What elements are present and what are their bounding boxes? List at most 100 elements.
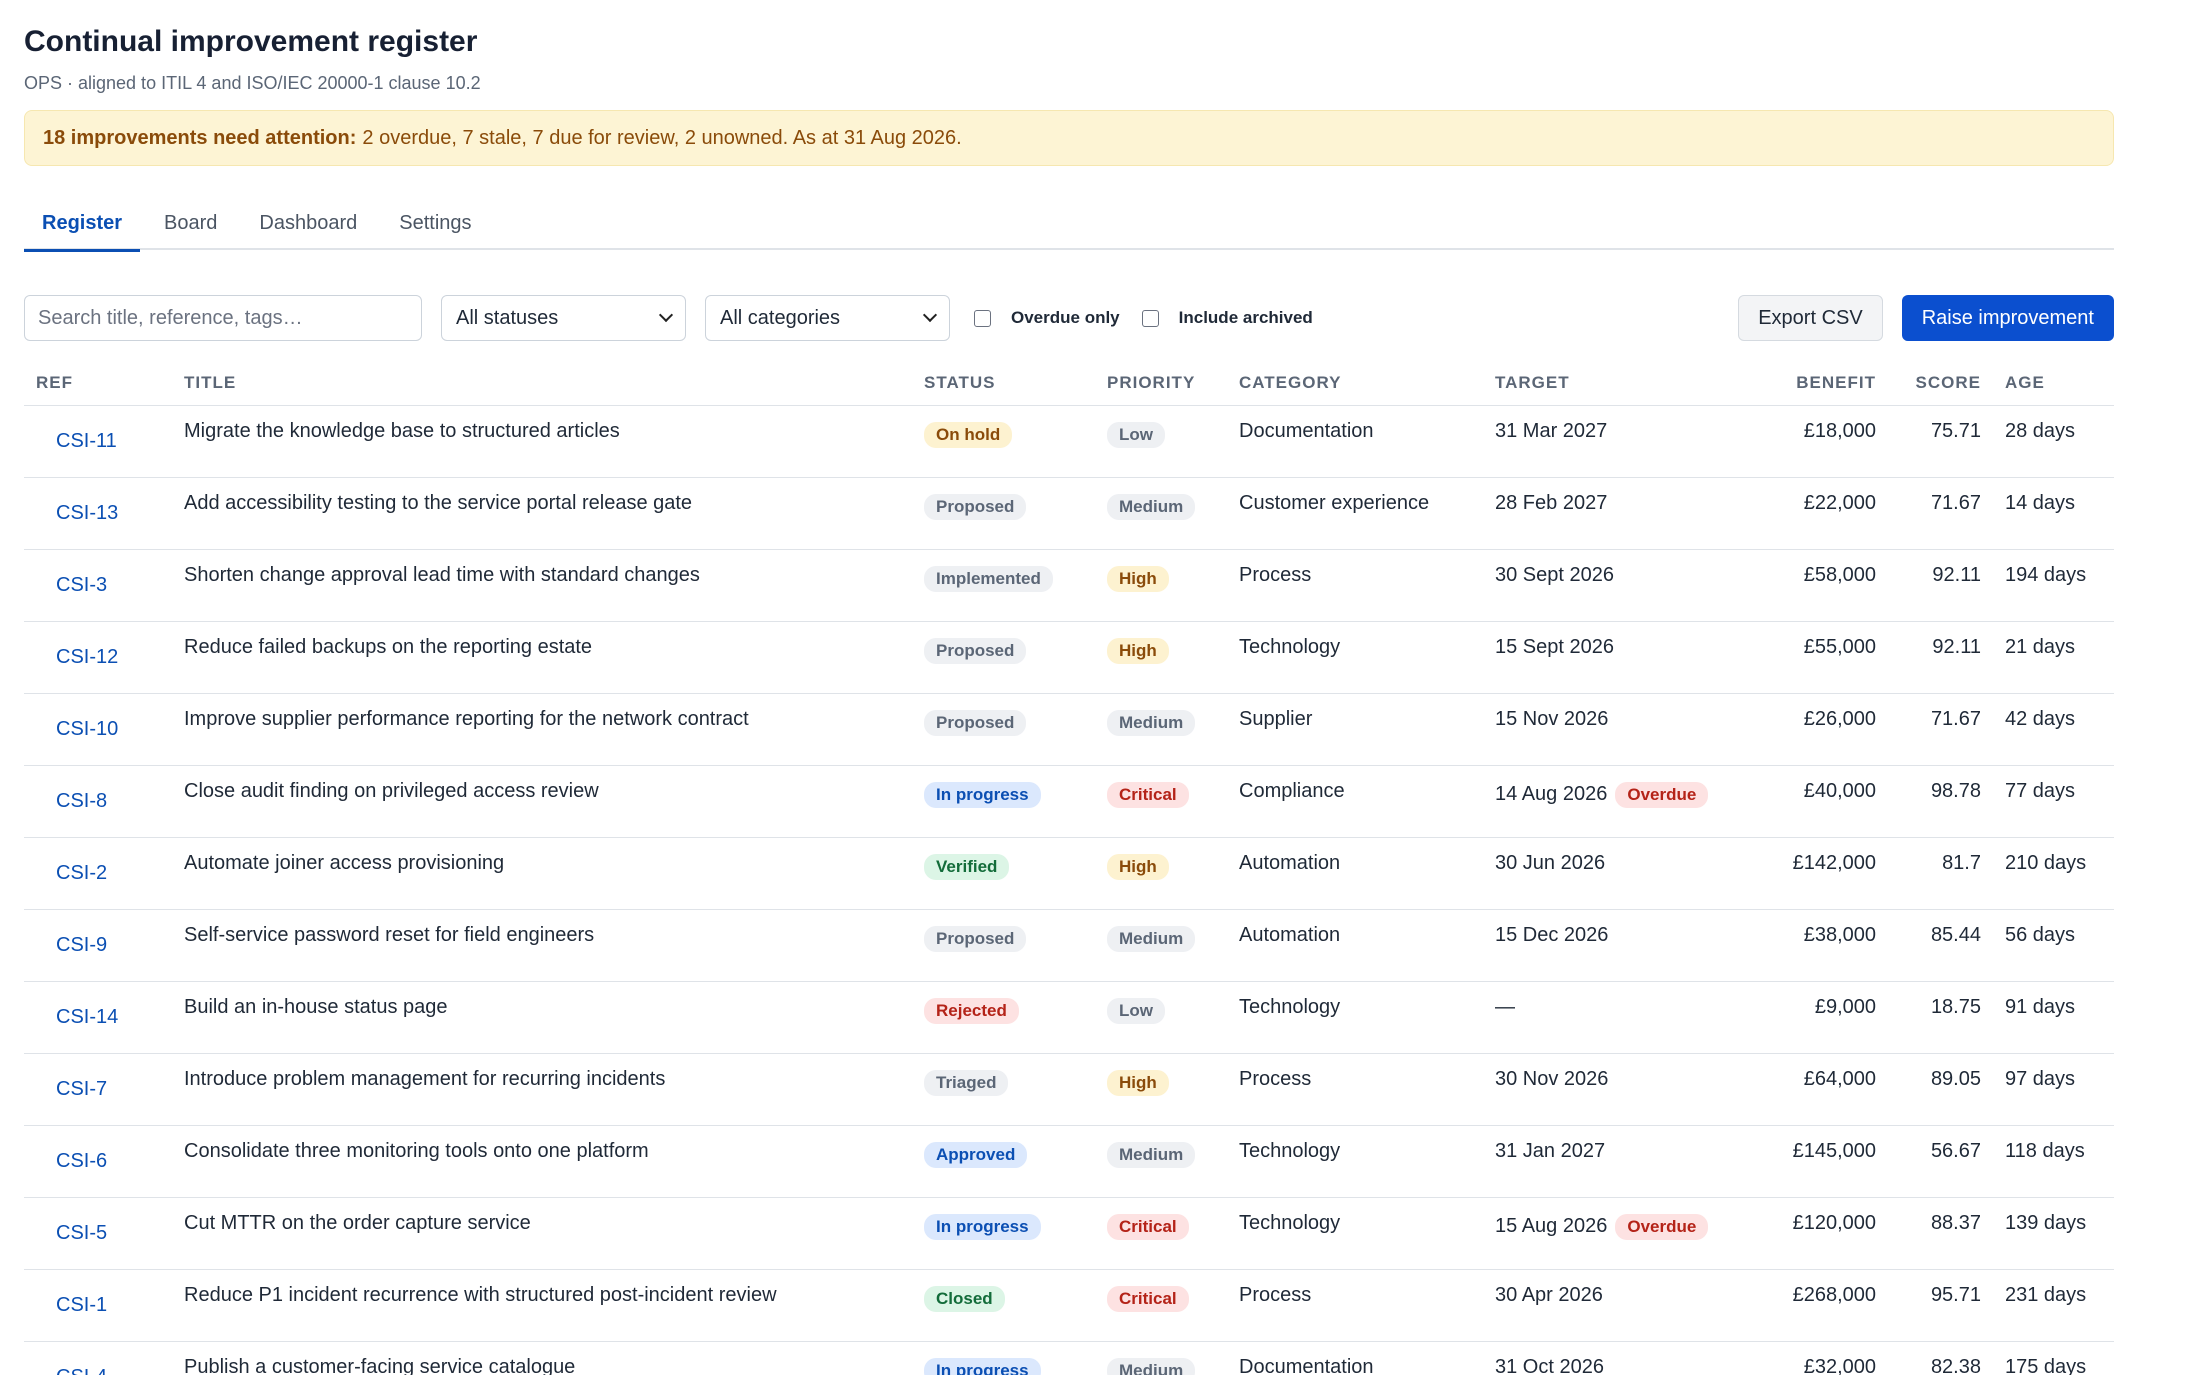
age-cell: 118 days [1993,1125,2114,1198]
score-cell: 92.11 [1888,549,1993,622]
column-header-benefit[interactable]: BENEFIT [1735,361,1888,406]
status-cell: Proposed [912,621,1095,694]
ref-link[interactable]: CSI-1 [56,1293,108,1316]
column-header-ref[interactable]: REF [24,361,172,406]
tab-register[interactable]: Register [24,206,141,252]
ref-link[interactable]: CSI-3 [56,573,108,596]
title-cell: Migrate the knowledge base to structured… [172,405,912,478]
raise-improvement-button[interactable]: Raise improvement [1901,295,2114,341]
target-date: 30 Nov 2026 [1495,1067,1609,1090]
age-cell: 139 days [1993,1197,2114,1270]
table-row[interactable]: CSI-3 Shorten change approval lead time w… [24,549,2114,622]
status-badge: Approved [924,1141,1028,1168]
status-cell: Proposed [912,909,1095,982]
table-row[interactable]: CSI-13 Add accessibility testing to the s… [24,477,2114,550]
status-badge: In progress [924,1357,1041,1375]
attention-alert: 18 improvements need attention: 2 overdu… [24,110,2114,166]
title-cell: Automate joiner access provisioning [172,837,912,910]
priority-cell: Critical [1095,1269,1227,1342]
priority-cell: Medium [1095,1341,1227,1375]
ref-link[interactable]: CSI-2 [56,861,108,884]
table-row[interactable]: CSI-12 Reduce failed backups on the repor… [24,621,2114,694]
alert-strong: 18 improvements need attention: [43,126,357,149]
priority-badge: Medium [1107,709,1196,736]
ref-link[interactable]: CSI-11 [56,429,117,452]
column-header-category[interactable]: CATEGORY [1227,361,1483,406]
priority-badge: Medium [1107,1141,1196,1168]
age-cell: 97 days [1993,1053,2114,1126]
tab-settings[interactable]: Settings [399,212,472,234]
ref-link[interactable]: CSI-4 [56,1366,107,1375]
target-cell: 31 Oct 2026 [1483,1341,1735,1375]
priority-cell: Medium [1095,1125,1227,1198]
overdue-only-label: Overdue only [1011,308,1120,327]
ref-link[interactable]: CSI-13 [56,501,119,524]
score-cell: 71.67 [1888,693,1993,766]
table-row[interactable]: CSI-10 Improve supplier performance repor… [24,693,2114,766]
table-row[interactable]: CSI-14 Build an in-house status page Rejec… [24,981,2114,1054]
ref-link[interactable]: CSI-6 [56,1149,108,1172]
category-cell: Compliance [1227,765,1483,838]
column-header-title[interactable]: TITLE [172,361,912,406]
ref-link[interactable]: CSI-10 [56,717,119,740]
title-cell: Build an in-house status page [172,981,912,1054]
target-date: 28 Feb 2027 [1495,491,1608,514]
tab-board[interactable]: Board [164,212,218,234]
benefit-cell: £38,000 [1735,909,1888,982]
ref-link[interactable]: CSI-8 [56,789,108,812]
search-input[interactable] [24,295,422,341]
category-cell: Automation [1227,909,1483,982]
category-filter-select[interactable]: All categories [705,295,950,341]
target-date: 15 Nov 2026 [1495,707,1609,730]
status-cell: Rejected [912,981,1095,1054]
target-cell: 15 Nov 2026 [1483,693,1735,766]
column-header-priority[interactable]: PRIORITY [1095,361,1227,406]
age-cell: 175 days [1993,1341,2114,1375]
age-cell: 14 days [1993,477,2114,550]
ref-link[interactable]: CSI-9 [56,933,108,956]
column-header-status[interactable]: STATUS [912,361,1095,406]
benefit-cell: £58,000 [1735,549,1888,622]
table-row[interactable]: CSI-4 Publish a customer-facing service c… [24,1341,2114,1375]
status-cell: On hold [912,405,1095,478]
priority-cell: High [1095,1053,1227,1126]
priority-cell: High [1095,837,1227,910]
ref-link[interactable]: CSI-7 [56,1077,108,1100]
status-cell: In progress [912,1197,1095,1270]
checkbox-box[interactable] [1141,309,1159,327]
ref-cell: CSI-3 [24,549,172,622]
ref-link[interactable]: CSI-5 [56,1221,108,1244]
column-header-score[interactable]: SCORE [1888,361,1993,406]
status-filter-select[interactable]: All statuses [441,295,686,341]
benefit-cell: £268,000 [1735,1269,1888,1342]
status-cell: In progress [912,1341,1095,1375]
column-header-target[interactable]: TARGET [1483,361,1735,406]
table-row[interactable]: CSI-5 Cut MTTR on the order capture servi… [24,1197,2114,1270]
target-date: — [1495,995,1515,1018]
table-row[interactable]: CSI-7 Introduce problem management for re… [24,1053,2114,1126]
overdue-only-checkbox[interactable]: Overdue only [974,308,1120,328]
table-row[interactable]: CSI-9 Self-service password reset for fie… [24,909,2114,982]
alert-text: 2 overdue, 7 stale, 7 due for review, 2 … [362,126,962,149]
export-csv-button[interactable]: Export CSV [1738,295,1883,341]
ref-link[interactable]: CSI-14 [56,1005,119,1028]
tab-dashboard[interactable]: Dashboard [259,212,358,234]
priority-cell: Critical [1095,765,1227,838]
ref-cell: CSI-9 [24,909,172,982]
improvement-table: REF TITLE STATUS PRIORITY CATEGORY TARGE… [24,361,2114,1375]
toolbar: All statuses All categories Overdue only… [24,295,2114,341]
column-header-age[interactable]: AGE [1993,361,2114,406]
table-row[interactable]: CSI-8 Close audit finding on privileged a… [24,765,2114,838]
page-subtitle: OPS · aligned to ITIL 4 and ISO/IEC 2000… [24,73,481,93]
table-row[interactable]: CSI-2 Automate joiner access provisioning… [24,837,2114,910]
include-archived-checkbox[interactable]: Include archived [1141,308,1313,328]
target-date: 31 Oct 2026 [1495,1355,1604,1375]
table-row[interactable]: CSI-11 Migrate the knowledge base to stru… [24,405,2114,478]
ref-cell: CSI-6 [24,1125,172,1198]
ref-cell: CSI-2 [24,837,172,910]
table-row[interactable]: CSI-1 Reduce P1 incident recurrence with … [24,1269,2114,1342]
table-row[interactable]: CSI-6 Consolidate three monitoring tools … [24,1125,2114,1198]
title-cell: Add accessibility testing to the service… [172,477,912,550]
checkbox-box[interactable] [974,309,991,327]
ref-link[interactable]: CSI-12 [56,645,119,668]
